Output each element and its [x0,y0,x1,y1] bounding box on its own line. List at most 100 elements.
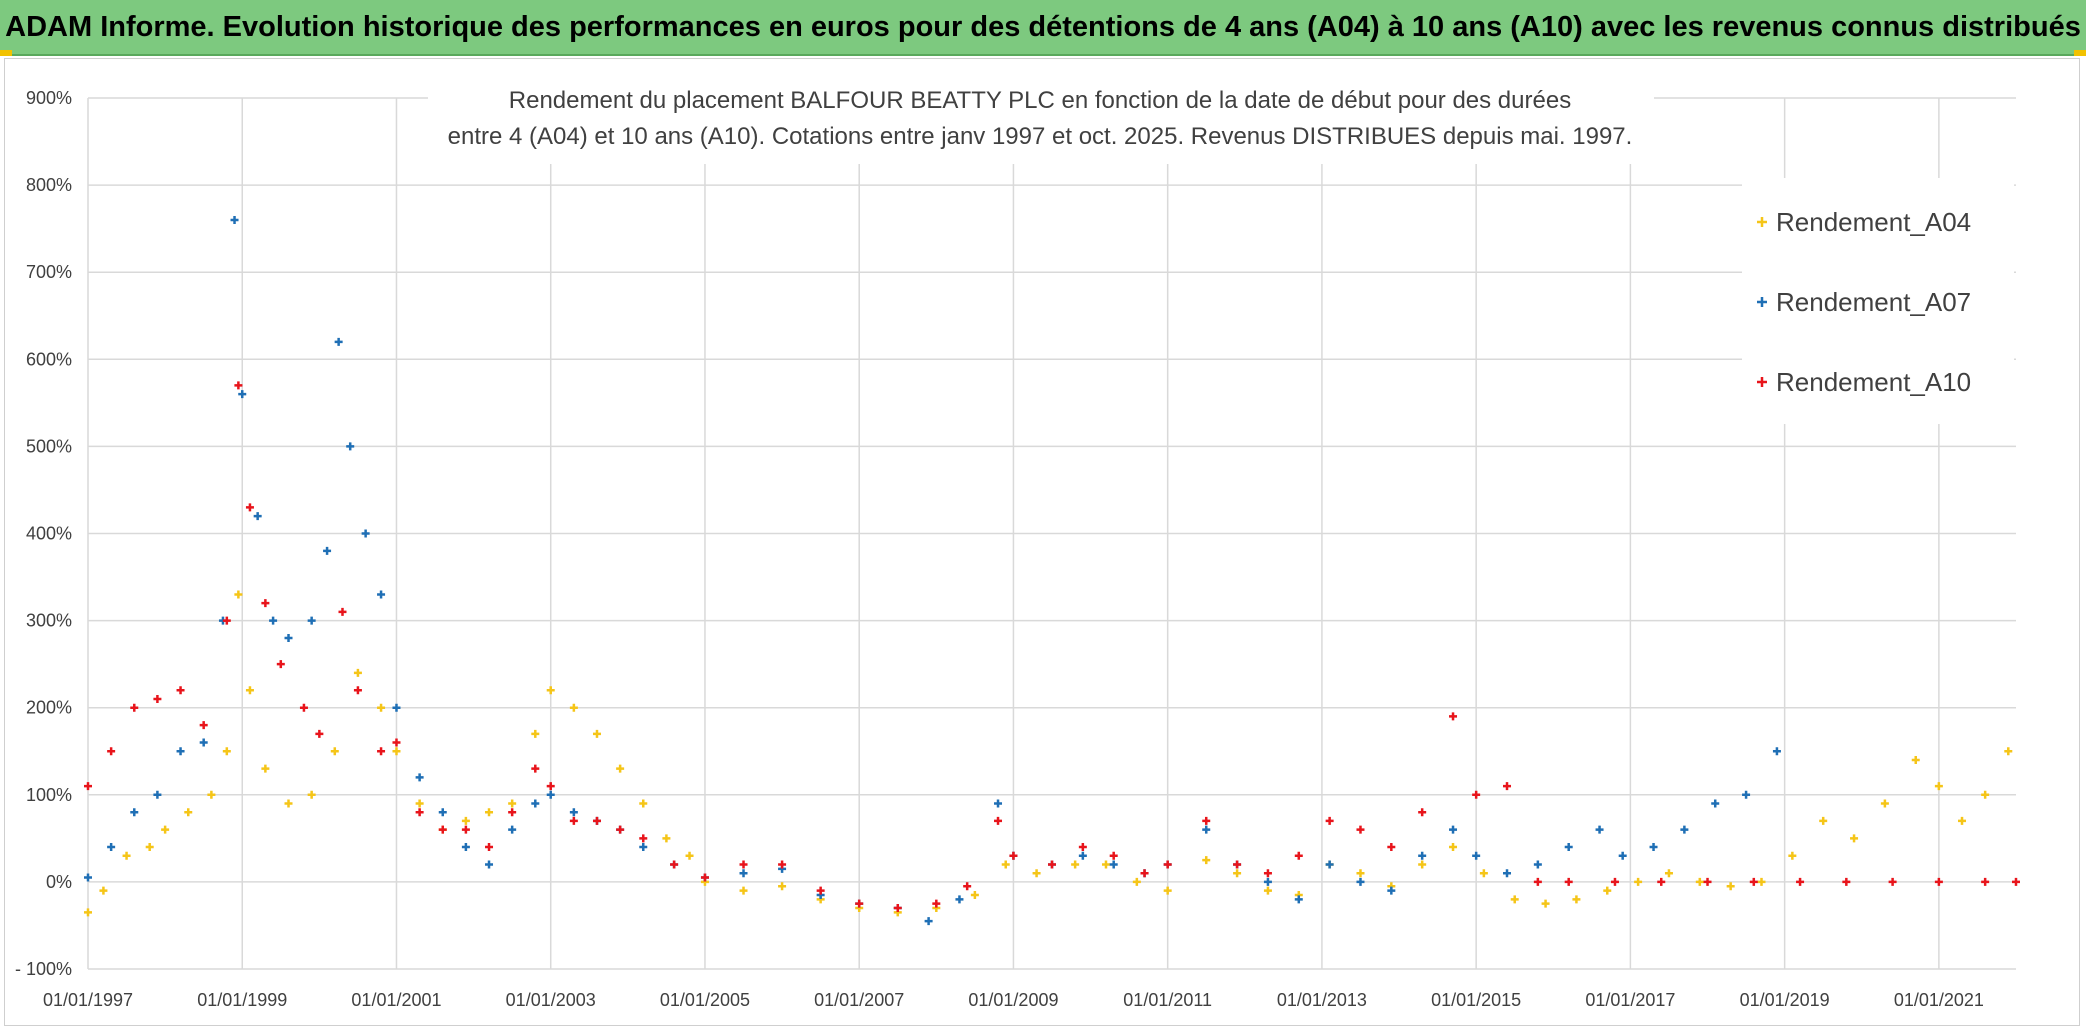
data-point-rendement-a07 [130,808,139,817]
corner-mark-left [0,50,12,56]
data-point-rendement-a04 [1572,895,1581,904]
legend-label: Rendement_A07 [1776,287,1971,317]
data-point-rendement-a04 [1911,755,1920,764]
data-point-rendement-a07 [1325,860,1334,869]
data-point-rendement-a10 [153,694,162,703]
data-point-rendement-a10 [1294,851,1303,860]
data-point-rendement-a07 [153,790,162,799]
data-point-rendement-a04 [1819,816,1828,825]
data-point-rendement-a04 [261,764,270,773]
data-point-rendement-a10 [315,729,324,738]
data-point-rendement-a04 [234,590,243,599]
data-point-rendement-a04 [1981,790,1990,799]
x-tick-label: 01/01/2013 [1277,990,1367,1010]
data-point-rendement-a07 [1595,825,1604,834]
data-point-rendement-a10 [261,599,270,608]
x-tick-label: 01/01/2019 [1740,990,1830,1010]
x-tick-label: 01/01/2017 [1585,990,1675,1010]
data-point-rendement-a07 [639,843,648,852]
data-point-rendement-a10 [1140,869,1149,878]
data-point-rendement-a04 [616,764,625,773]
data-point-rendement-a07 [284,634,293,643]
data-point-rendement-a04 [1695,877,1704,886]
data-point-rendement-a04 [222,747,231,756]
data-point-rendement-a04 [1958,816,1967,825]
data-point-rendement-a04 [1757,877,1766,886]
data-point-rendement-a04 [1132,877,1141,886]
data-point-rendement-a10 [392,738,401,747]
data-point-rendement-a07 [1533,860,1542,869]
data-point-rendement-a10 [199,721,208,730]
data-point-rendement-a04 [330,747,339,756]
data-point-rendement-a04 [1634,877,1643,886]
data-point-rendement-a07 [1202,825,1211,834]
x-tick-label: 01/01/2009 [968,990,1058,1010]
data-point-rendement-a10 [1564,877,1573,886]
data-point-rendement-a07 [438,808,447,817]
data-point-rendement-a04 [1664,869,1673,878]
data-point-rendement-a10 [1503,782,1512,791]
data-point-rendement-a10 [353,686,362,695]
data-point-rendement-a04 [778,882,787,891]
x-tick-label: 01/01/2007 [814,990,904,1010]
data-point-rendement-a07 [176,747,185,756]
data-point-rendement-a04 [1449,843,1458,852]
data-point-rendement-a10 [1981,877,1990,886]
data-point-rendement-a07 [994,799,1003,808]
data-point-rendement-a07 [739,869,748,878]
data-point-rendement-a10 [2012,877,2020,886]
data-point-rendement-a04 [1202,856,1211,865]
data-point-rendement-a04 [122,851,131,860]
data-point-rendement-a07 [955,895,964,904]
data-point-rendement-a10 [893,904,902,913]
data-point-rendement-a10 [1449,712,1458,721]
data-point-rendement-a04 [84,908,92,917]
data-point-rendement-a04 [1479,869,1488,878]
data-point-rendement-a04 [639,799,648,808]
data-point-rendement-a10 [508,808,517,817]
data-point-rendement-a07 [253,512,262,521]
data-point-rendement-a10 [1263,869,1272,878]
data-point-rendement-a10 [1842,877,1851,886]
data-point-rendement-a10 [84,782,92,791]
data-point-rendement-a07 [1503,869,1512,878]
data-point-rendement-a07 [508,825,517,834]
data-point-rendement-a04 [99,886,108,895]
data-point-rendement-a04 [1101,860,1110,869]
data-point-rendement-a07 [924,917,933,926]
data-point-rendement-a04 [1071,860,1080,869]
data-point-rendement-a10 [276,660,285,669]
data-point-rendement-a10 [1356,825,1365,834]
data-point-rendement-a07 [346,442,355,451]
data-point-rendement-a10 [130,703,139,712]
x-tick-label: 01/01/2011 [1123,990,1212,1010]
data-point-rendement-a07 [569,808,578,817]
data-point-rendement-a10 [531,764,540,773]
data-point-rendement-a07 [1618,851,1627,860]
data-point-rendement-a10 [1163,860,1172,869]
legend-label: Rendement_A04 [1776,207,1971,237]
data-point-rendement-a10 [299,703,308,712]
title-background [428,82,1654,164]
data-point-rendement-a10 [176,686,185,695]
data-point-rendement-a07 [392,703,401,712]
data-point-rendement-a04 [592,729,601,738]
data-point-rendement-a07 [1649,843,1658,852]
data-point-rendement-a04 [1233,869,1242,878]
data-point-rendement-a10 [670,860,679,869]
legend-marker [1757,297,1767,307]
data-point-rendement-a04 [1934,782,1943,791]
banner-title: ADAM Informe. Evolution historique des p… [5,10,2081,43]
data-point-rendement-a07 [1078,851,1087,860]
data-point-rendement-a07 [546,790,555,799]
data-point-rendement-a10 [222,616,231,625]
y-tick-label: 100% [26,785,72,805]
data-point-rendement-a04 [1001,860,1010,869]
data-point-rendement-a04 [161,825,170,834]
data-point-rendement-a07 [1680,825,1689,834]
data-point-rendement-a10 [1888,877,1897,886]
x-tick-label: 01/01/2003 [506,990,596,1010]
data-point-rendement-a10 [1533,877,1542,886]
data-point-rendement-a10 [1472,790,1481,799]
data-point-rendement-a07 [361,529,370,538]
